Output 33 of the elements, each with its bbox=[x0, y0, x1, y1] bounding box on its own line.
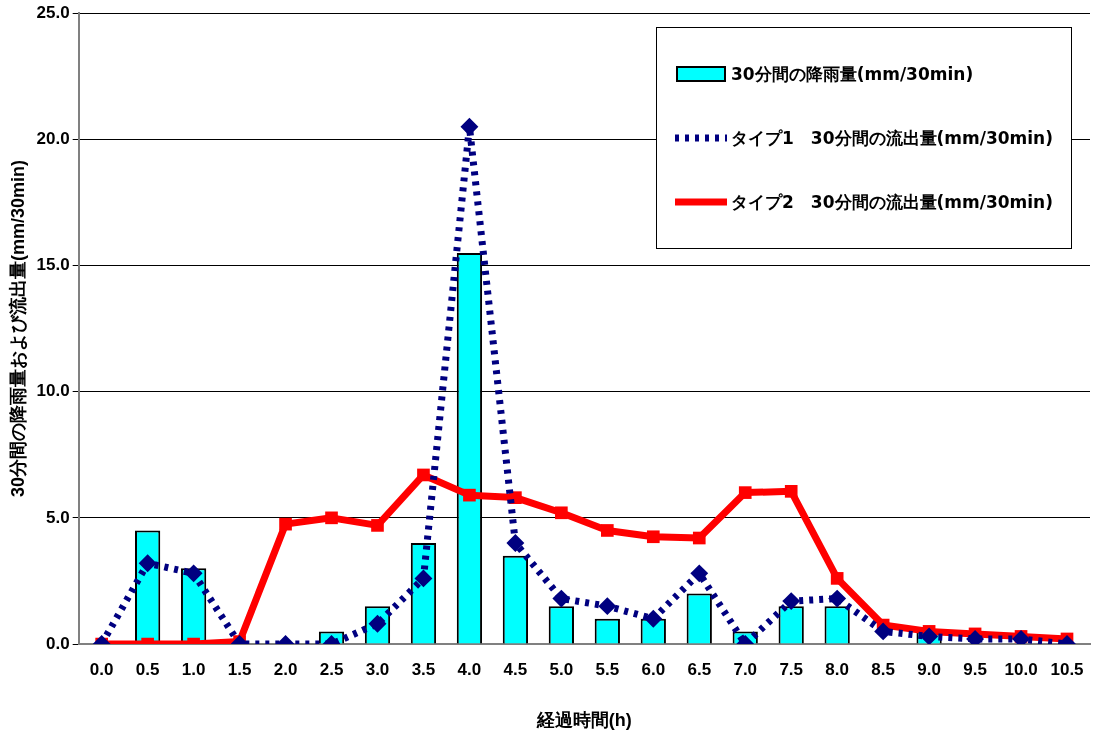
x-tick-label: 5.0 bbox=[549, 659, 574, 679]
y-tick-label: 15.0 bbox=[36, 255, 70, 275]
y-tick-label: 20.0 bbox=[36, 129, 70, 149]
y-tick-label: 5.0 bbox=[46, 507, 70, 527]
x-tick-label: 2.5 bbox=[319, 659, 344, 679]
x-tick-label: 8.0 bbox=[825, 659, 849, 679]
x-tick-label: 1.5 bbox=[227, 659, 252, 679]
x-tick-label: 10.0 bbox=[1004, 659, 1038, 679]
x-tick-label: 1.0 bbox=[181, 659, 206, 679]
legend-label: 30分間の降雨量(mm/30min) bbox=[731, 62, 974, 86]
y-axis-title: 30分間の降雨量および流出量(mm/30min) bbox=[7, 160, 28, 498]
x-tick-label: 8.5 bbox=[871, 659, 895, 679]
x-tick-label: 9.5 bbox=[963, 659, 987, 679]
x-tick-label: 9.0 bbox=[917, 659, 941, 679]
x-axis-title: 経過時間(h) bbox=[535, 710, 632, 731]
x-tick-label: 6.0 bbox=[641, 659, 666, 679]
x-tick-label: 0.5 bbox=[135, 659, 160, 679]
x-tick-label: 2.0 bbox=[273, 659, 298, 679]
legend-label: タイプ2 30分間の流出量(mm/30min) bbox=[731, 190, 1053, 214]
legend-label: タイプ1 30分間の流出量(mm/30min) bbox=[731, 126, 1053, 150]
x-tick-label: 0.0 bbox=[89, 659, 114, 679]
x-tick-label: 4.0 bbox=[457, 659, 482, 679]
x-tick-label: 6.5 bbox=[687, 659, 712, 679]
y-tick-label: 25.0 bbox=[36, 2, 70, 22]
x-tick-label: 7.0 bbox=[733, 659, 758, 679]
x-tick-label: 3.0 bbox=[365, 659, 390, 679]
y-tick-label: 10.0 bbox=[36, 381, 70, 401]
x-tick-label: 5.5 bbox=[595, 659, 620, 679]
y-tick-label: 0.0 bbox=[46, 633, 70, 653]
x-tick-label: 4.5 bbox=[503, 659, 528, 679]
x-tick-label: 3.5 bbox=[411, 659, 436, 679]
x-tick-label: 7.5 bbox=[779, 659, 804, 679]
x-tick-label: 10.5 bbox=[1050, 659, 1084, 679]
